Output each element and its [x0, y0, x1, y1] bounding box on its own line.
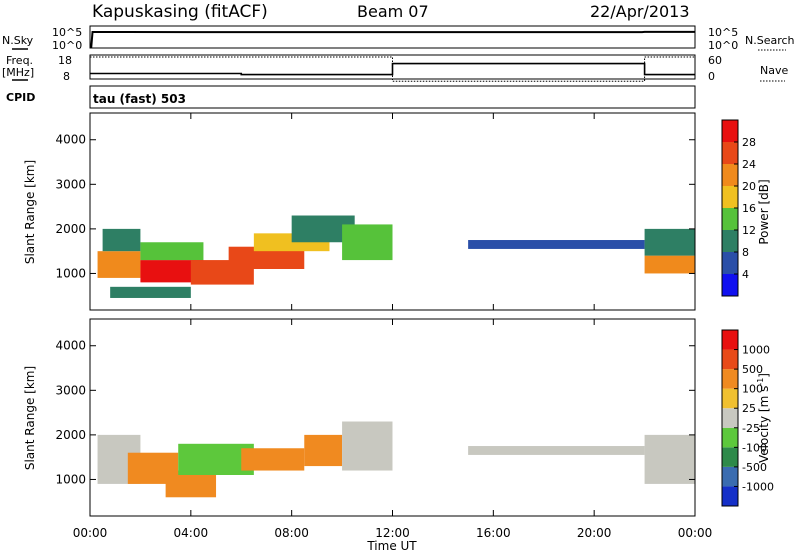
colorbar-tick-label: 500 [742, 363, 763, 376]
y-tick-label: 4000 [55, 339, 86, 353]
colorbar-segment [722, 208, 738, 230]
heatmap-region [342, 421, 393, 471]
freq-label-2: [MHz] [2, 66, 34, 79]
heatmap-region [342, 224, 393, 261]
freq-left-tick-top: 18 [58, 54, 72, 67]
colorbar-segment [722, 186, 738, 208]
freq-right-tick-top: 60 [708, 54, 722, 67]
noise-right-tick-bottom: 10^0 [708, 39, 738, 52]
heatmap-region [644, 434, 695, 484]
power-heatmap [97, 215, 695, 298]
colorbar-segment [722, 120, 738, 142]
noise-right-label: N.Search [745, 34, 795, 47]
colorbar-segment [722, 252, 738, 274]
x-tick-label: 20:00 [577, 526, 612, 540]
colorbar-segment [722, 274, 738, 296]
cpid-label: CPID [6, 91, 35, 104]
colorbar-segment [722, 408, 738, 428]
colorbar-tick-label: 8 [742, 246, 749, 259]
heatmap-region [644, 228, 695, 256]
date-title: 22/Apr/2013 [590, 2, 690, 21]
heatmap-region [110, 286, 191, 298]
station-title: Kapuskasing (fitACF) [92, 2, 268, 22]
colorbar-segment [722, 486, 738, 506]
colorbar-segment [722, 230, 738, 252]
noise-right-tick-top: 10^5 [708, 26, 738, 39]
colorbar-tick-label: 4 [742, 268, 749, 281]
colorbar-tick-label: 100 [742, 383, 763, 396]
velocity-heatmap [97, 421, 695, 498]
heatmap-region [304, 434, 343, 467]
velocity-y-ticks: 1000 2000 3000 4000 [55, 339, 695, 486]
time-axis-label: Time UT [366, 539, 417, 553]
colorbar-tick-label: -500 [742, 461, 767, 474]
noise-left-label: N.Sky [2, 34, 34, 47]
colorbar-segment [722, 466, 738, 487]
noise-left-tick-bottom: 10^0 [52, 39, 82, 52]
colorbar-tick-label: 16 [742, 202, 756, 215]
y-tick-label: 4000 [55, 133, 86, 147]
heatmap-region [228, 246, 305, 269]
colorbar-tick-label: -1000 [742, 480, 774, 493]
x-tick-label: 00:00 [73, 526, 108, 540]
colorbar-tick-label: 28 [742, 136, 756, 149]
heatmap-region [468, 446, 645, 455]
y-tick-label: 1000 [55, 472, 86, 486]
x-tick-label: 16:00 [476, 526, 511, 540]
cpid-mode: tau (fast) 503 [93, 92, 186, 106]
colorbar-segment [722, 330, 738, 350]
nave-line [90, 56, 695, 82]
freq-line [90, 62, 695, 76]
heatmap-region [468, 240, 645, 249]
heatmap-region [140, 242, 204, 261]
y-tick-label: 1000 [55, 266, 86, 280]
heatmap-region [97, 251, 141, 278]
x-tick-label: 08:00 [274, 526, 309, 540]
colorbar-tick-label: -100 [742, 441, 767, 454]
power-colorbar-label: Power [dB] [757, 179, 771, 244]
x-tick-label: 00:00 [678, 526, 713, 540]
y-tick-label: 2000 [55, 222, 86, 236]
nave-label: Nave [760, 64, 788, 77]
noise-left-tick-top: 10^5 [52, 26, 82, 39]
velocity-colorbar-label: Velocity [m s-1] [756, 373, 771, 463]
colorbar-tick-label: 24 [742, 158, 756, 171]
y-tick-label: 3000 [55, 383, 86, 397]
noise-panel-frame [89, 25, 696, 49]
heatmap-region [644, 255, 695, 274]
heatmap-region [241, 448, 305, 471]
colorbar-tick-label: -25 [742, 422, 760, 435]
noise-sky-line [90, 30, 695, 48]
power-colorbar: 4 8 12 16 20 24 28 [721, 119, 756, 297]
colorbar-tick-label: 20 [742, 180, 756, 193]
colorbar-tick-label: 25 [742, 402, 756, 415]
freq-right-tick-bottom: 0 [708, 70, 715, 83]
x-tick-label: 04:00 [174, 526, 209, 540]
colorbar-segment [722, 164, 738, 186]
cpid-panel-frame [89, 85, 696, 109]
beam-title: Beam 07 [357, 2, 429, 21]
freq-label-1: Freq. [6, 54, 33, 67]
heatmap-region [140, 260, 204, 283]
y-tick-label: 3000 [55, 177, 86, 191]
velocity-ylabel: Slant Range [km] [23, 366, 37, 470]
time-axis-ticks: 00:00 04:00 08:00 12:00 16:00 20:00 00:00 [73, 113, 713, 540]
colorbar-segment [722, 427, 738, 448]
colorbar-segment [722, 349, 738, 370]
power-y-ticks: 1000 2000 3000 4000 [55, 133, 695, 280]
colorbar-tick-label: 1000 [742, 344, 770, 357]
colorbar-segment [722, 447, 738, 467]
freq-left-tick-bottom: 8 [63, 70, 70, 83]
colorbar-segment [722, 388, 738, 409]
x-tick-label: 12:00 [375, 526, 410, 540]
power-ylabel: Slant Range [km] [23, 160, 37, 264]
colorbar-tick-label: 12 [742, 224, 756, 237]
heatmap-region [102, 228, 141, 252]
y-tick-label: 2000 [55, 428, 86, 442]
colorbar-segment [722, 369, 738, 389]
colorbar-segment [722, 142, 738, 164]
colorbar-frame [721, 329, 739, 507]
velocity-colorbar: 1000 500 100 25 -25 -100 -500 -1000 [721, 329, 774, 507]
